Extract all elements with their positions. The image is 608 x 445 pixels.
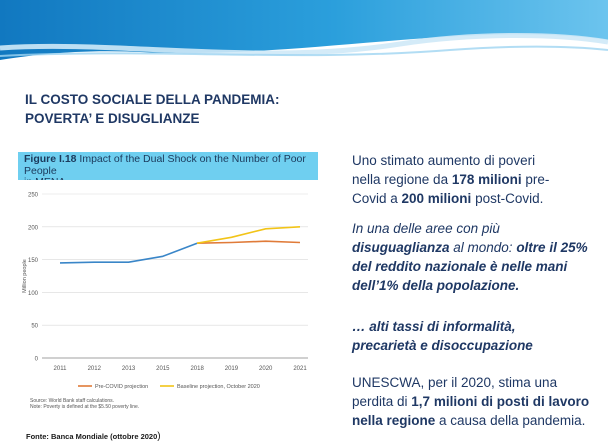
paragraph-inequality: In una delle aree con più disuguaglianza… <box>352 221 588 293</box>
x-tick-label: 2013 <box>122 366 136 372</box>
paragraph-informality: … alti tassi di informalità, precarietà … <box>352 319 533 353</box>
x-tick-label: 2018 <box>190 366 204 372</box>
x-tick-label: 2015 <box>156 366 170 372</box>
y-tick-label: 100 <box>28 291 39 297</box>
poverty-line-chart: 0 50 100 150 200 250 Million people 2011 2012 201… <box>18 180 318 398</box>
figure-number: Figure I.18 <box>24 153 77 165</box>
figure-notes: Source: World Bank staff calculations. N… <box>30 398 139 410</box>
y-tick-label: 50 <box>31 324 38 330</box>
legend-label: Baseline projection, October 2020 <box>177 384 260 390</box>
header-banner <box>0 0 608 62</box>
slide-title: IL COSTO SOCIALE DELLA PANDEMIA: POVERTA… <box>25 90 355 128</box>
figure-header: Figure I.18 Impact of the Dual Shock on … <box>18 152 318 188</box>
legend-label: Pre-COVID projection <box>95 384 148 390</box>
x-tick-label: 2020 <box>259 366 273 372</box>
source-credit: Fonte: Banca Mondiale (ottobre 2020) <box>26 431 161 442</box>
y-tick-label: 250 <box>28 193 39 199</box>
title-line-1: IL COSTO SOCIALE DELLA PANDEMIA: <box>25 92 280 107</box>
y-tick-label: 200 <box>28 225 39 231</box>
paragraph-job-losses: UNESCWA, per il 2020, stima una perdita … <box>352 375 590 428</box>
x-tick-label: 2019 <box>225 366 239 372</box>
series-line-precovid <box>197 240 301 244</box>
y-axis-label: Million people <box>22 259 28 293</box>
x-tick-label: 2011 <box>54 366 68 372</box>
series-line-baseline-projection <box>196 226 301 244</box>
figure-caption-line1: Impact of the Dual Shock on the Number o… <box>24 153 306 177</box>
figure-source-note: Source: World Bank staff calculations. <box>30 398 115 404</box>
x-tick-label: 2012 <box>88 366 102 372</box>
x-tick-label: 2021 <box>293 366 307 372</box>
series-line-historical <box>59 242 198 264</box>
paragraph-poverty-increase: Uno stimato aumento di poveri nella regi… <box>352 153 550 206</box>
figure-poverty-note: Note: Poverty is defined at the $5.50 po… <box>30 404 140 410</box>
y-tick-label: 150 <box>28 258 39 264</box>
y-tick-label: 0 <box>35 357 39 363</box>
title-line-2: POVERTA’ E DISUGLIANZE <box>25 111 200 126</box>
